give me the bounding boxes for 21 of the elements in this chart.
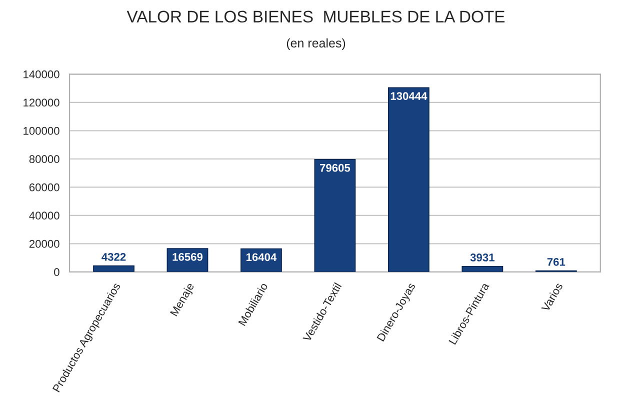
data-label: 79605 (320, 164, 350, 172)
chart-title: VALOR DE LOS BIENES MUEBLES DE LA DOTE (126, 10, 505, 23)
data-label: 130444 (390, 92, 428, 100)
y-tick-label: 140000 (24, 70, 60, 78)
data-label: 3931 (470, 254, 494, 262)
y-tick-label: 40000 (29, 212, 60, 220)
y-tick-label: 100000 (24, 126, 60, 135)
bar (388, 87, 430, 272)
data-label: 4322 (102, 252, 126, 261)
y-tick-label: 60000 (29, 183, 60, 192)
y-tick-label: 80000 (29, 155, 60, 164)
bar (314, 159, 356, 272)
data-label: 16569 (172, 252, 203, 261)
y-tick-label: 120000 (24, 98, 60, 107)
y-tick-label: 20000 (29, 240, 60, 248)
y-tick-label: 0 (54, 268, 60, 276)
bar (93, 265, 134, 272)
bar (462, 266, 504, 272)
chart-subtitle: (en reales) (286, 38, 346, 50)
data-label: 16404 (246, 253, 277, 262)
data-label: 761 (547, 258, 566, 266)
